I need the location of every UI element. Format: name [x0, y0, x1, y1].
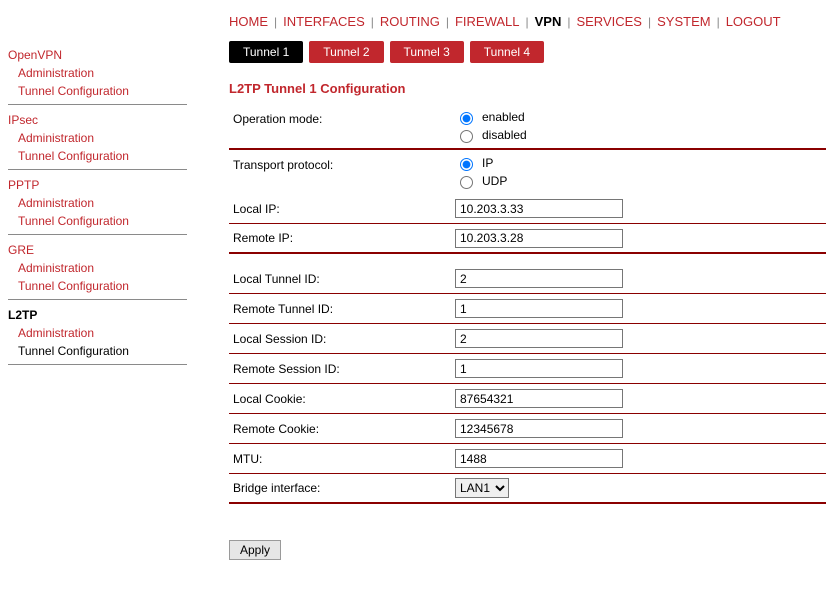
- input-remote-session-id[interactable]: [455, 359, 623, 378]
- input-local-session-id[interactable]: [455, 329, 623, 348]
- input-remote-cookie[interactable]: [455, 419, 623, 438]
- input-local-tunnel-id[interactable]: [455, 269, 623, 288]
- label-local-cookie: Local Cookie:: [229, 386, 455, 412]
- radio-enabled[interactable]: [460, 112, 473, 125]
- radio-udp[interactable]: [460, 176, 473, 189]
- label-bridge-interface: Bridge interface:: [229, 475, 455, 501]
- sidebar-sub-l2tp-administration[interactable]: Administration: [8, 324, 187, 342]
- radio-ip[interactable]: [460, 158, 473, 171]
- row-operation-mode: Operation mode: enabled disabled: [229, 104, 826, 150]
- sidebar-sub-openvpn-tunnel-configuration[interactable]: Tunnel Configuration: [8, 82, 187, 100]
- sidebar: OpenVPNAdministrationTunnel Configuratio…: [0, 0, 195, 580]
- label-remote-tunnel-id: Remote Tunnel ID:: [229, 296, 455, 322]
- row-remote-session-id: Remote Session ID:: [229, 354, 826, 384]
- label-mtu: MTU:: [229, 446, 455, 472]
- label-remote-session-id: Remote Session ID:: [229, 356, 455, 382]
- top-nav: HOME | INTERFACES | ROUTING | FIREWALL | VPN | SER…: [229, 10, 833, 35]
- nav-services[interactable]: SERVICES: [576, 14, 642, 29]
- input-remote-tunnel-id[interactable]: [455, 299, 623, 318]
- row-remote-tunnel-id: Remote Tunnel ID:: [229, 294, 826, 324]
- row-local-tunnel-id: Local Tunnel ID:: [229, 264, 826, 294]
- radio-udp-label: UDP: [482, 174, 507, 188]
- label-remote-ip: Remote IP:: [229, 225, 455, 251]
- nav-separator: |: [648, 15, 651, 29]
- row-local-session-id: Local Session ID:: [229, 324, 826, 354]
- nav-interfaces[interactable]: INTERFACES: [283, 14, 365, 29]
- nav-separator: |: [717, 15, 720, 29]
- nav-routing[interactable]: ROUTING: [380, 14, 440, 29]
- label-local-session-id: Local Session ID:: [229, 326, 455, 352]
- label-operation-mode: Operation mode:: [229, 106, 455, 146]
- label-transport-protocol: Transport protocol:: [229, 152, 455, 192]
- sidebar-group-ipsec[interactable]: IPsec: [8, 111, 187, 129]
- row-transport-protocol: Transport protocol: IP UDP: [229, 150, 826, 194]
- label-remote-cookie: Remote Cookie:: [229, 416, 455, 442]
- label-local-ip: Local IP:: [229, 196, 455, 222]
- select-bridge-interface[interactable]: LAN1: [455, 478, 509, 498]
- input-remote-ip[interactable]: [455, 229, 623, 248]
- input-mtu[interactable]: [455, 449, 623, 468]
- sidebar-sub-pptp-administration[interactable]: Administration: [8, 194, 187, 212]
- input-local-ip[interactable]: [455, 199, 623, 218]
- nav-logout[interactable]: LOGOUT: [726, 14, 781, 29]
- nav-system[interactable]: SYSTEM: [657, 14, 710, 29]
- tab-tunnel-1[interactable]: Tunnel 1: [229, 41, 303, 63]
- radio-enabled-label: enabled: [482, 110, 525, 124]
- nav-vpn[interactable]: VPN: [535, 14, 562, 29]
- radio-ip-label: IP: [482, 156, 493, 170]
- apply-button[interactable]: Apply: [229, 540, 281, 560]
- nav-separator: |: [371, 15, 374, 29]
- row-remote-cookie: Remote Cookie:: [229, 414, 826, 444]
- radio-disabled-label: disabled: [482, 128, 527, 142]
- sidebar-group-pptp[interactable]: PPTP: [8, 176, 187, 194]
- row-remote-ip: Remote IP:: [229, 224, 826, 254]
- main-content: HOME | INTERFACES | ROUTING | FIREWALL | VPN | SER…: [195, 0, 837, 580]
- sidebar-sub-ipsec-administration[interactable]: Administration: [8, 129, 187, 147]
- tab-tunnel-3[interactable]: Tunnel 3: [390, 41, 464, 63]
- tunnel-tabs: Tunnel 1 Tunnel 2 Tunnel 3 Tunnel 4: [229, 41, 833, 63]
- nav-separator: |: [274, 15, 277, 29]
- section-title: L2TP Tunnel 1 Configuration: [229, 81, 833, 96]
- tab-tunnel-2[interactable]: Tunnel 2: [309, 41, 383, 63]
- label-local-tunnel-id: Local Tunnel ID:: [229, 266, 455, 292]
- sidebar-group-openvpn[interactable]: OpenVPN: [8, 46, 187, 64]
- sidebar-sub-l2tp-tunnel-configuration[interactable]: Tunnel Configuration: [8, 342, 187, 360]
- nav-separator: |: [446, 15, 449, 29]
- sidebar-group-l2tp[interactable]: L2TP: [8, 306, 187, 324]
- sidebar-sub-gre-administration[interactable]: Administration: [8, 259, 187, 277]
- nav-separator: |: [567, 15, 570, 29]
- row-bridge-interface: Bridge interface: LAN1: [229, 474, 826, 504]
- tab-tunnel-4[interactable]: Tunnel 4: [470, 41, 544, 63]
- row-mtu: MTU:: [229, 444, 826, 474]
- sidebar-sub-gre-tunnel-configuration[interactable]: Tunnel Configuration: [8, 277, 187, 295]
- sidebar-sub-openvpn-administration[interactable]: Administration: [8, 64, 187, 82]
- input-local-cookie[interactable]: [455, 389, 623, 408]
- sidebar-group-gre[interactable]: GRE: [8, 241, 187, 259]
- row-local-ip: Local IP:: [229, 194, 826, 224]
- row-local-cookie: Local Cookie:: [229, 384, 826, 414]
- radio-disabled[interactable]: [460, 130, 473, 143]
- sidebar-sub-pptp-tunnel-configuration[interactable]: Tunnel Configuration: [8, 212, 187, 230]
- config-form: Operation mode: enabled disabled Transpo…: [229, 104, 826, 560]
- nav-separator: |: [525, 15, 528, 29]
- sidebar-sub-ipsec-tunnel-configuration[interactable]: Tunnel Configuration: [8, 147, 187, 165]
- nav-home[interactable]: HOME: [229, 14, 268, 29]
- nav-firewall[interactable]: FIREWALL: [455, 14, 520, 29]
